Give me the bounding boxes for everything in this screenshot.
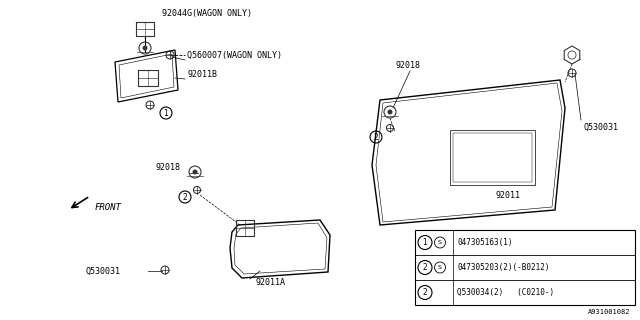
Text: 047305203(2)(-B0212): 047305203(2)(-B0212)	[457, 263, 550, 272]
Text: 92018: 92018	[155, 163, 180, 172]
Text: 92011B: 92011B	[187, 70, 217, 79]
Text: 92044G(WAGON ONLY): 92044G(WAGON ONLY)	[162, 9, 252, 18]
Text: Q530031: Q530031	[583, 123, 618, 132]
Text: S: S	[438, 265, 442, 270]
Text: 92011: 92011	[495, 191, 520, 200]
Text: A931001082: A931001082	[588, 309, 630, 315]
Circle shape	[143, 45, 147, 51]
Text: 2: 2	[422, 288, 428, 297]
Text: Q560007(WAGON ONLY): Q560007(WAGON ONLY)	[187, 51, 282, 60]
Text: 92011A: 92011A	[255, 278, 285, 287]
Bar	[415, 230, 635, 305]
Text: Q530034(2)   (C0210-): Q530034(2) (C0210-)	[457, 288, 554, 297]
Text: S: S	[438, 240, 442, 245]
Text: FRONT: FRONT	[95, 203, 122, 212]
Bar	[453, 133, 532, 182]
Text: 2: 2	[374, 132, 378, 141]
Text: 2: 2	[422, 263, 428, 272]
Text: 92018: 92018	[395, 61, 420, 70]
Circle shape	[193, 170, 198, 174]
Text: 2: 2	[182, 193, 188, 202]
Text: 047305163(1): 047305163(1)	[457, 238, 513, 247]
Text: 1: 1	[164, 108, 168, 117]
Text: 1: 1	[422, 238, 428, 247]
Bar	[450, 130, 535, 185]
Text: Q530031: Q530031	[85, 267, 120, 276]
Circle shape	[387, 109, 392, 115]
